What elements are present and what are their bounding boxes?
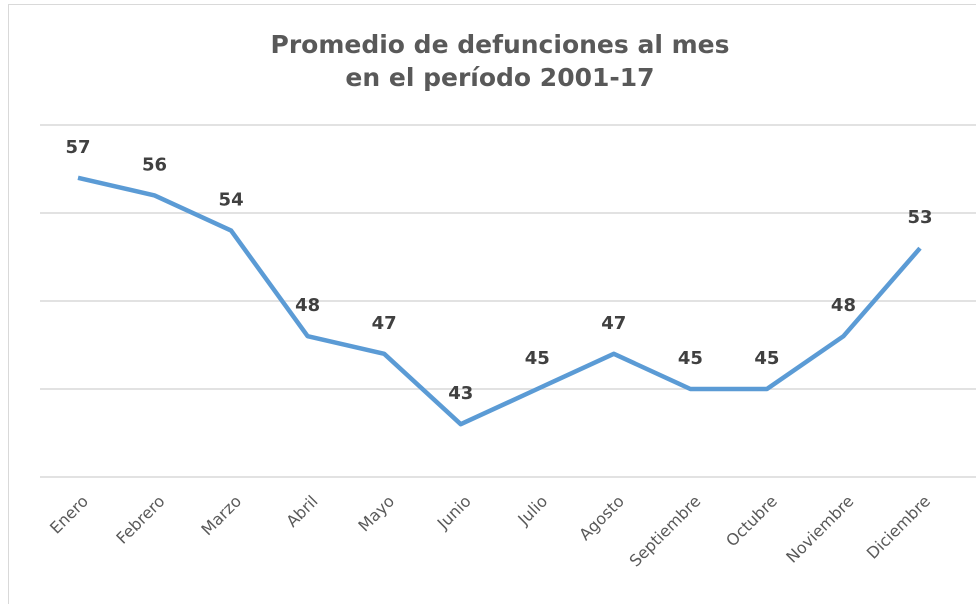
data-label: 54 [219, 190, 244, 211]
data-label: 43 [448, 383, 473, 404]
data-label: 47 [601, 313, 626, 334]
data-label: 45 [754, 348, 779, 369]
data-label: 53 [907, 207, 932, 228]
data-label: 48 [295, 295, 320, 316]
data-label: 57 [65, 137, 90, 158]
chart-title: en el período 2001-17 [345, 63, 654, 92]
data-label: 56 [142, 154, 167, 175]
data-label: 45 [525, 348, 550, 369]
data-label: 48 [831, 295, 856, 316]
data-label: 45 [678, 348, 703, 369]
line [77, 175, 922, 427]
chart-title: Promedio de defunciones al mes [271, 30, 730, 59]
data-label: 47 [372, 313, 397, 334]
chart-border [8, 4, 976, 604]
